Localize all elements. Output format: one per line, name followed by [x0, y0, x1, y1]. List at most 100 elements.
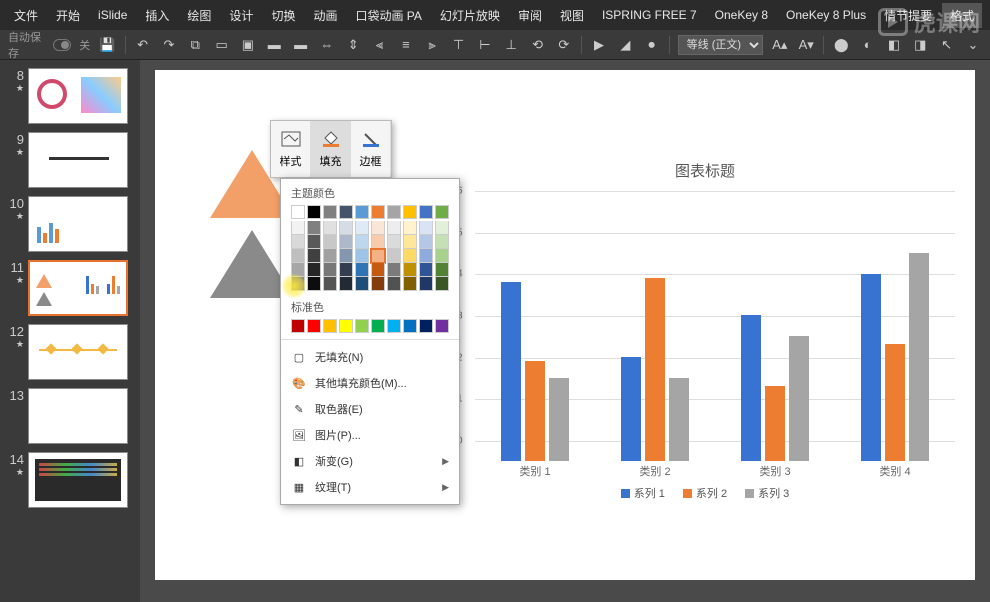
color-swatch[interactable]	[291, 263, 305, 277]
format-border-button[interactable]: 边框	[351, 121, 391, 177]
color-swatch[interactable]	[403, 277, 417, 291]
align-t-icon[interactable]: ⊤	[449, 34, 467, 56]
menu-开始[interactable]: 开始	[48, 3, 88, 28]
color-swatch[interactable]	[307, 221, 321, 235]
bar[interactable]	[621, 357, 641, 461]
menu-OneKey 8 Plus[interactable]: OneKey 8 Plus	[778, 4, 874, 26]
color-swatch[interactable]	[339, 277, 353, 291]
rotate-r-icon[interactable]: ⟳	[555, 34, 573, 56]
bar[interactable]	[789, 336, 809, 461]
menu-格式[interactable]: 格式	[942, 3, 982, 28]
color-swatch[interactable]	[355, 319, 369, 333]
save-icon[interactable]: 💾	[98, 34, 116, 56]
menu-设计[interactable]: 设计	[221, 3, 261, 28]
align-c-icon[interactable]: ≡	[397, 34, 415, 56]
color-swatch[interactable]	[435, 277, 449, 291]
color-swatch[interactable]	[419, 235, 433, 249]
copy-icon[interactable]: ⧉	[186, 34, 204, 56]
color-swatch[interactable]	[403, 319, 417, 333]
thumb-8[interactable]: 8★	[0, 64, 140, 128]
bar[interactable]	[909, 253, 929, 461]
color-swatch[interactable]	[435, 319, 449, 333]
front-icon[interactable]: ▬	[265, 34, 283, 56]
back-icon[interactable]: ▬	[291, 34, 309, 56]
color-swatch[interactable]	[435, 235, 449, 249]
color-swatch[interactable]	[307, 249, 321, 263]
color-swatch[interactable]	[371, 235, 385, 249]
color-swatch[interactable]	[387, 205, 401, 219]
format-style-button[interactable]: 样式	[271, 121, 311, 177]
menu-视图[interactable]: 视图	[552, 3, 592, 28]
bar[interactable]	[885, 344, 905, 461]
font-dec-icon[interactable]: A▾	[797, 34, 815, 56]
color-swatch[interactable]	[291, 221, 305, 235]
thumb-14[interactable]: 14★	[0, 448, 140, 512]
gradient-fill-item[interactable]: ◧渐变(G)▶	[281, 448, 459, 474]
align-r-icon[interactable]: ⫸	[423, 34, 441, 56]
texture-fill-item[interactable]: ▦纹理(T)▶	[281, 474, 459, 500]
format-fill-button[interactable]: 填充	[311, 121, 351, 177]
italic-icon[interactable]: ◐	[858, 34, 876, 56]
slide[interactable]: 样式填充边框 主题颜色 标准色 ▢无填充(N) 🎨其他填充颜色(M)... ✎取…	[155, 70, 975, 580]
record-icon[interactable]: ⏺	[643, 34, 661, 56]
color-swatch[interactable]	[355, 235, 369, 249]
font-select[interactable]: 等线 (正文)	[678, 35, 763, 55]
color2-icon[interactable]: ◨	[911, 34, 929, 56]
bar-chart[interactable]: 图表标题 0123456类别 1类别 2类别 3类别 4 系列 1系列 2系列 …	[455, 160, 955, 500]
color-swatch[interactable]	[403, 263, 417, 277]
menu-ISPRING FREE 7[interactable]: ISPRING FREE 7	[594, 4, 705, 26]
thumb-13[interactable]: 13	[0, 384, 140, 448]
rotate-l-icon[interactable]: ⟲	[528, 34, 546, 56]
color-swatch[interactable]	[403, 249, 417, 263]
color-swatch[interactable]	[355, 221, 369, 235]
color-swatch[interactable]	[307, 205, 321, 219]
menu-口袋动画 PA[interactable]: 口袋动画 PA	[347, 3, 429, 28]
align-m-icon[interactable]: ⊢	[476, 34, 494, 56]
autosave-toggle[interactable]	[53, 39, 72, 51]
color-swatch[interactable]	[371, 319, 385, 333]
thumb-9[interactable]: 9★	[0, 128, 140, 192]
bar[interactable]	[549, 378, 569, 461]
color-swatch[interactable]	[403, 205, 417, 219]
color-swatch[interactable]	[387, 263, 401, 277]
menu-OneKey 8[interactable]: OneKey 8	[707, 4, 776, 26]
align-l-icon[interactable]: ⫷	[370, 34, 388, 56]
color-swatch[interactable]	[371, 263, 385, 277]
color-swatch[interactable]	[307, 263, 321, 277]
menu-动画[interactable]: 动画	[305, 3, 345, 28]
font-inc-icon[interactable]: A▴	[771, 34, 789, 56]
menu-文件[interactable]: 文件	[6, 3, 46, 28]
align-icon[interactable]: ▭	[212, 34, 230, 56]
color-swatch[interactable]	[371, 221, 385, 235]
color-swatch[interactable]	[435, 205, 449, 219]
color-swatch[interactable]	[291, 235, 305, 249]
chevron-down-icon[interactable]: ⌄	[964, 34, 982, 56]
color-swatch[interactable]	[435, 249, 449, 263]
color-swatch[interactable]	[323, 263, 337, 277]
thumb-10[interactable]: 10★	[0, 192, 140, 256]
bar[interactable]	[741, 315, 761, 461]
color-swatch[interactable]	[291, 205, 305, 219]
bar[interactable]	[669, 378, 689, 461]
color-swatch[interactable]	[387, 249, 401, 263]
thumb-11[interactable]: 11★	[0, 256, 140, 320]
menu-审阅[interactable]: 审阅	[510, 3, 550, 28]
color-swatch[interactable]	[371, 249, 385, 263]
color-swatch[interactable]	[323, 221, 337, 235]
color-swatch[interactable]	[403, 221, 417, 235]
bar[interactable]	[645, 278, 665, 461]
align-b-icon[interactable]: ⊥	[502, 34, 520, 56]
redo-icon[interactable]: ↷	[160, 34, 178, 56]
color-swatch[interactable]	[387, 235, 401, 249]
bar[interactable]	[861, 274, 881, 462]
color-swatch[interactable]	[403, 235, 417, 249]
group-icon[interactable]: ▣	[239, 34, 257, 56]
menu-切换[interactable]: 切换	[263, 3, 303, 28]
color-swatch[interactable]	[419, 277, 433, 291]
more-fill-colors-item[interactable]: 🎨其他填充颜色(M)...	[281, 370, 459, 396]
menu-情节提要[interactable]: 情节提要	[876, 3, 940, 28]
color-swatch[interactable]	[419, 221, 433, 235]
color-swatch[interactable]	[355, 263, 369, 277]
color-swatch[interactable]	[355, 205, 369, 219]
color-swatch[interactable]	[419, 249, 433, 263]
